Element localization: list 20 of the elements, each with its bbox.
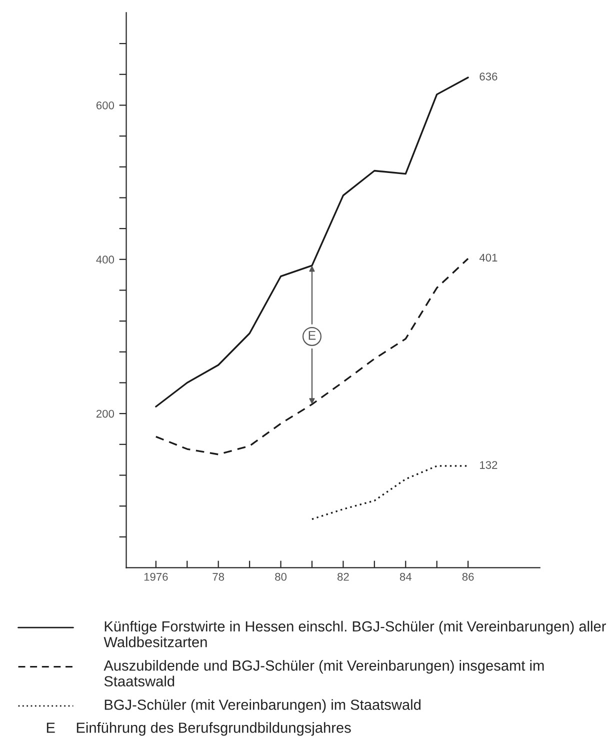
- x-tick-label: 1976: [144, 572, 168, 581]
- line-series: [311, 465, 469, 520]
- data-label: 636: [480, 72, 498, 80]
- x-tick-label: 84: [400, 572, 412, 581]
- y-tick-label: 400: [96, 256, 114, 264]
- legend-label: BGJ-Schüler (mit Vereinbarungen) im Staatswald: [104, 699, 420, 713]
- annotation: E: [308, 331, 316, 340]
- data-label: 132: [480, 461, 498, 469]
- x-tick-label: 80: [275, 572, 287, 581]
- x-tick-label: 82: [338, 572, 349, 581]
- line-series: [155, 76, 469, 408]
- line-series: [155, 258, 469, 456]
- y-tick-label: 600: [96, 101, 114, 110]
- text: E Einführung des Berufsgrundbildungsjahres: [46, 722, 351, 736]
- x-tick-label: 78: [212, 572, 224, 581]
- legend-label: Künftige Forstwirte in Hessen einschl. BGJ-Schüler (mit Vereinbarungen) aller Waldbesitzarten: [104, 620, 606, 648]
- data-label: 401: [479, 254, 498, 262]
- x-tick-label: 86: [462, 572, 474, 581]
- y-tick-label: 200: [96, 410, 114, 418]
- legend-label: Auszubildende und BGJ-Schüler (mit Vereinbarungen) insgesamt im Staatswald: [104, 660, 544, 686]
